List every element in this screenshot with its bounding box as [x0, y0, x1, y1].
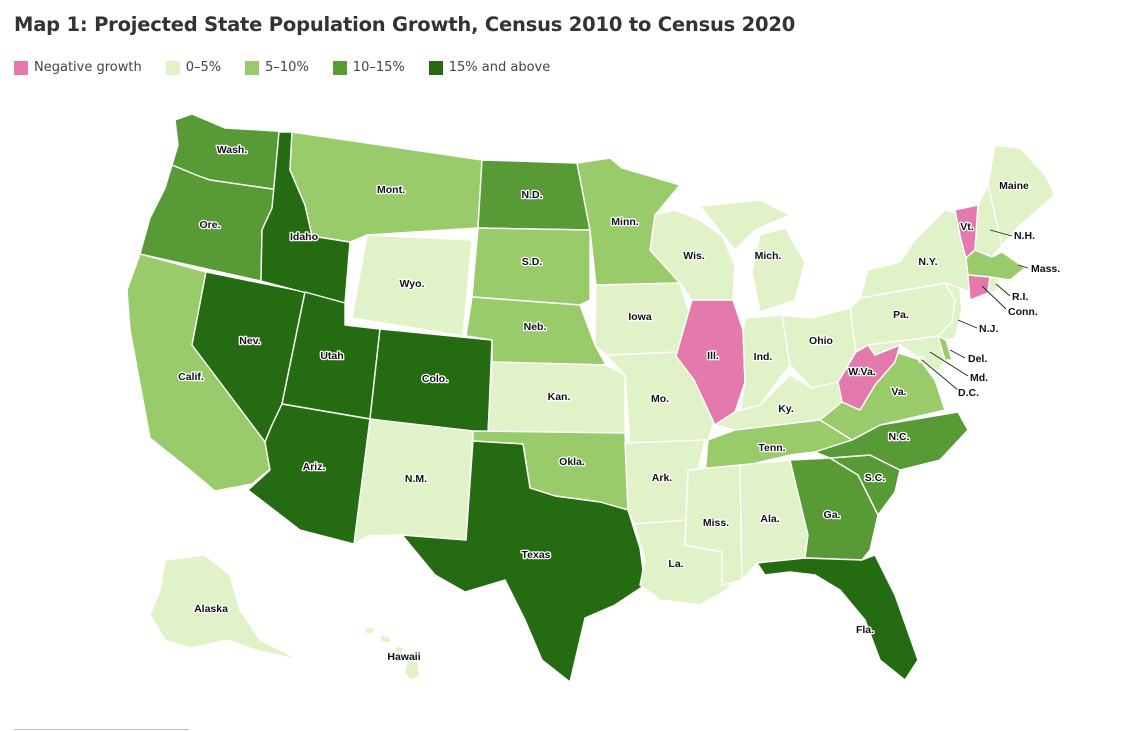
state-label-ok: Okla. — [559, 456, 585, 468]
legend-item-5-10: 5–10% — [245, 60, 309, 75]
legend-item-15-and-above: 15% and above — [428, 60, 551, 75]
state-label-ia: Iowa — [628, 311, 651, 323]
state-fl[interactable] — [756, 554, 919, 681]
state-labels: Wash. Ore. Calif. Nev. Idaho Mont. Wyo. … — [177, 142, 1062, 664]
state-label-tx: Texas — [522, 549, 551, 561]
state-ct[interactable] — [967, 274, 991, 301]
legend-swatch-15-and-above — [428, 60, 443, 75]
legend-label-10-15: 10–15% — [352, 60, 405, 75]
legend-swatch-5-10 — [245, 60, 260, 75]
state-label-sc: S.C. — [865, 472, 886, 484]
state-ks[interactable] — [487, 361, 626, 434]
footnote-divider — [14, 729, 189, 730]
state-label-ak: Alaska — [194, 603, 228, 615]
state-label-ct: Conn. — [1008, 306, 1038, 318]
state-label-al: Ala. — [760, 513, 779, 525]
state-label-ms: Miss. — [703, 517, 729, 529]
state-label-az: Ariz. — [303, 461, 326, 473]
leader-line-nj — [957, 319, 978, 329]
state-label-nd: N.D. — [522, 189, 543, 201]
state-label-ut: Utah — [320, 350, 343, 362]
state-label-dc: D.C. — [958, 387, 979, 399]
state-nh[interactable] — [974, 184, 1003, 258]
state-label-wa: Wash. — [217, 144, 248, 156]
legend-swatch-negative-growth — [14, 60, 28, 75]
legend-label-5-10: 5–10% — [265, 60, 309, 75]
state-wi[interactable] — [649, 209, 736, 301]
state-label-hi: Hawaii — [387, 651, 420, 663]
state-label-ne: Neb. — [524, 321, 547, 333]
state-label-nv: Nev. — [239, 335, 260, 347]
state-label-la: La. — [668, 558, 683, 570]
state-label-id: Idaho — [290, 231, 318, 243]
state-label-ky: Ky. — [778, 403, 794, 415]
state-label-ny: N.Y. — [918, 256, 937, 268]
state-label-wv: W.Va. — [848, 366, 876, 378]
legend-item-10-15: 10–15% — [332, 60, 405, 75]
leader-line-md — [929, 351, 969, 377]
legend-item-0-5: 0–5% — [165, 60, 222, 75]
state-label-ri: R.I. — [1012, 291, 1028, 303]
state-nj[interactable] — [937, 282, 963, 341]
state-sd[interactable] — [471, 227, 591, 306]
state-label-fl: Fla. — [856, 624, 874, 636]
state-label-nc: N.C. — [889, 431, 910, 443]
legend-swatch-0-5 — [165, 60, 180, 75]
legend-swatch-10-15 — [332, 60, 347, 75]
leader-line-nh — [989, 229, 1013, 237]
leader-lines — [921, 229, 1029, 391]
state-label-co: Colo. — [422, 373, 448, 385]
state-label-mo: Mo. — [651, 393, 669, 405]
state-label-il: Ill. — [707, 350, 719, 362]
state-me[interactable] — [987, 144, 1056, 246]
state-wy[interactable] — [351, 234, 473, 337]
state-ak[interactable] — [149, 554, 301, 661]
leader-line-dc — [921, 359, 959, 391]
state-label-nj: N.J. — [979, 323, 998, 335]
state-label-vt: Vt. — [960, 221, 974, 233]
state-label-nh: N.H. — [1014, 230, 1035, 242]
state-label-de: Del. — [968, 353, 987, 365]
leader-line-ri — [995, 283, 1011, 297]
legend-item-negative-growth: Negative growth — [14, 60, 142, 75]
state-label-in: Ind. — [754, 351, 773, 363]
state-label-nm: N.M. — [405, 473, 427, 485]
legend-label-negative-growth: Negative growth — [34, 60, 142, 75]
state-hi[interactable] — [364, 626, 421, 681]
state-label-ca: Calif. — [178, 371, 204, 383]
state-label-sd: S.D. — [522, 256, 543, 268]
state-label-ma: Mass. — [1031, 263, 1060, 275]
legend: Negative growth 0–5% 5–10% 10–15% 15% an… — [14, 60, 574, 75]
state-label-md: Md. — [970, 372, 988, 384]
map-title: Map 1: Projected State Population Growth… — [14, 13, 796, 36]
legend-label-0-5: 0–5% — [185, 60, 222, 75]
state-label-wi: Wis. — [683, 250, 705, 262]
legend-label-15-and-above: 15% and above — [448, 60, 551, 75]
state-ri[interactable] — [987, 276, 1000, 294]
state-label-wy: Wyo. — [400, 278, 425, 290]
state-label-pa: Pa. — [893, 309, 909, 321]
state-label-oh: Ohio — [809, 335, 833, 347]
state-shapes — [126, 113, 1056, 683]
leader-line-ma — [1017, 264, 1029, 269]
leader-line-ct — [981, 285, 1007, 310]
state-label-tn: Tenn. — [758, 442, 785, 454]
state-tx[interactable] — [401, 440, 646, 683]
state-label-mi: Mich. — [755, 250, 782, 262]
state-label-or: Ore. — [199, 219, 220, 231]
state-label-mn: Minn. — [611, 216, 638, 228]
state-label-ga: Ga. — [824, 509, 841, 521]
state-label-va: Va. — [891, 386, 906, 398]
state-label-ar: Ark. — [652, 472, 673, 484]
state-mi[interactable] — [699, 199, 806, 313]
leader-line-de — [949, 349, 966, 359]
state-label-mt: Mont. — [377, 184, 405, 196]
state-label-me: Maine — [999, 180, 1029, 192]
state-label-ks: Kan. — [548, 391, 571, 403]
